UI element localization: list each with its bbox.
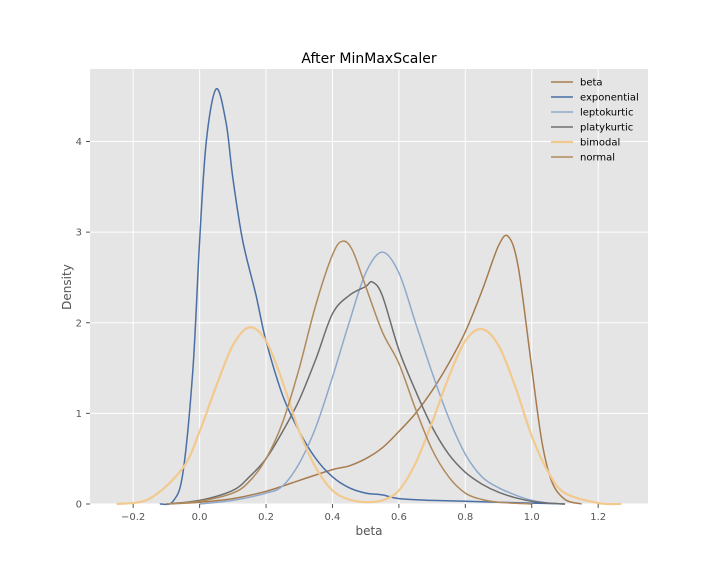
legend-label-leptokurtic: leptokurtic [580,108,633,119]
x-axis-label: beta [355,524,382,538]
ticks: −0.2 0.0 0.2 0.4 0.6 0.8 1.0 1.2 0 1 2 3 4 [76,137,607,523]
legend-label-exponential: exponential [580,93,639,104]
chart-title: After MinMaxScaler [301,51,437,67]
y-tick-label: 4 [76,137,82,148]
legend-label-normal: normal [580,153,615,164]
plot-area [90,69,648,504]
series-line-exponential [159,88,566,506]
x-tick-label: 0.8 [457,512,473,523]
legend: beta exponential leptokurtic platykurtic bim… [551,78,639,164]
series-line-leptokurtic [199,251,566,505]
legend-label-beta: beta [580,78,603,89]
legend-label-platykurtic: platykurtic [580,123,633,134]
series-lines [116,88,622,506]
x-tick-label: 0.0 [192,512,208,523]
grid [90,69,648,505]
y-tick-label: 3 [76,228,82,239]
y-axis-label: Density [60,264,74,310]
x-tick-label: 1.2 [590,512,606,523]
x-tick-label: 0.2 [258,512,274,523]
series-line-normal [166,240,532,505]
x-tick-label: 0.6 [391,512,407,523]
legend-label-bimodal: bimodal [580,138,620,149]
x-tick-label: −0.2 [121,512,145,523]
y-tick-label: 0 [76,500,82,511]
x-tick-label: 0.4 [325,512,341,523]
y-tick-label: 1 [76,409,82,420]
series-line-beta [166,234,582,505]
x-tick-label: 1.0 [524,512,540,523]
y-tick-label: 2 [76,318,82,329]
series-line-bimodal [116,326,622,506]
